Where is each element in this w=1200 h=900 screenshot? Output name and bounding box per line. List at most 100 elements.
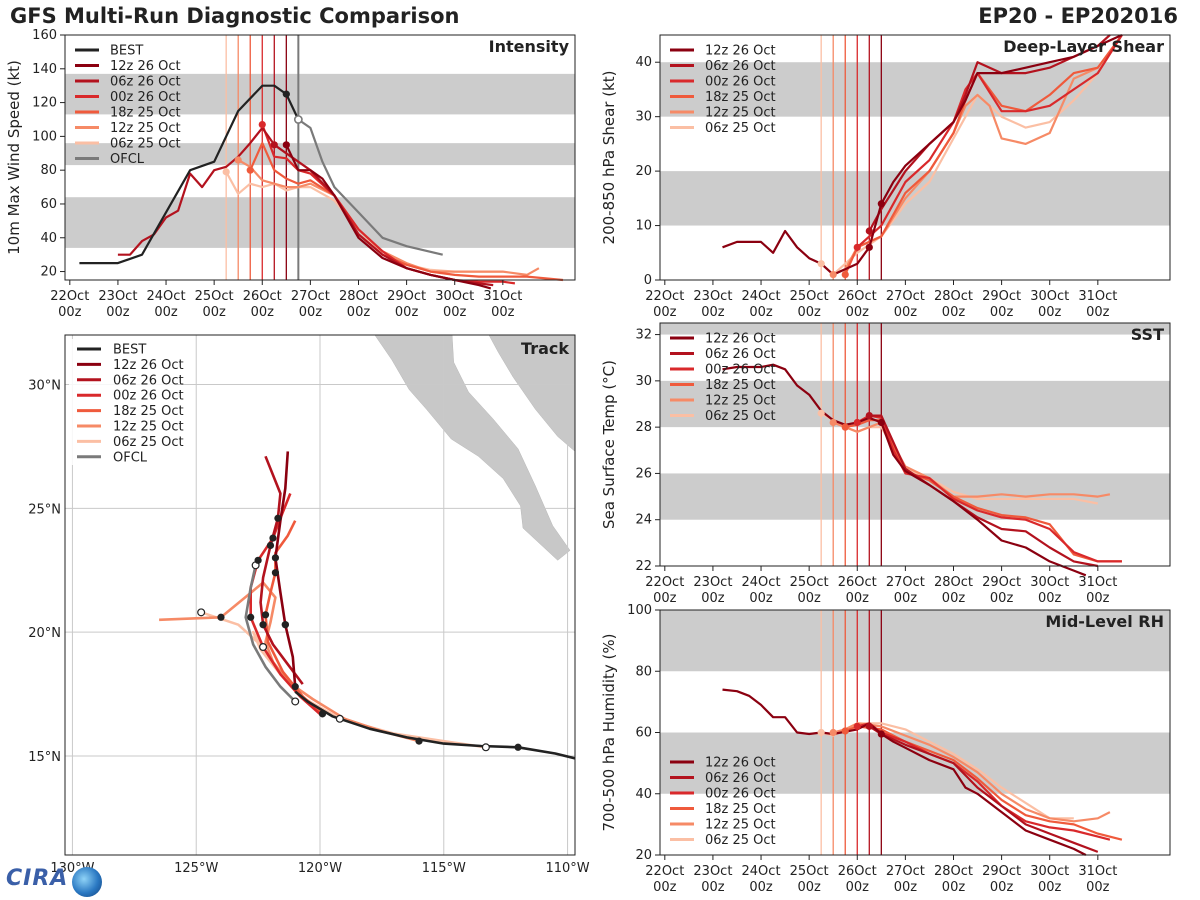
x-tick-label: 23Oct (693, 864, 732, 879)
plot-frame (659, 34, 1171, 281)
series-point (841, 423, 849, 431)
legend-label: 00z 26 Oct (705, 75, 776, 90)
x-tick-label: 00z (347, 305, 371, 320)
series-point (817, 728, 825, 737)
x-tick-label: 00z (701, 591, 725, 606)
series-point (853, 243, 861, 251)
x-tick-label: 00z (58, 305, 82, 320)
legend-label: OFCL (110, 152, 145, 167)
series-line (832, 722, 1111, 823)
land-mass (488, 335, 575, 452)
track-point (318, 710, 327, 718)
track-point (266, 541, 275, 550)
legend-label: BEST (110, 44, 143, 59)
y-tick-label: 100 (32, 129, 57, 144)
shading-band (660, 610, 1170, 672)
series-point (293, 115, 303, 124)
track-point (269, 534, 277, 542)
x-tick-label: 30Oct (1030, 575, 1069, 590)
x-tick-label: 25Oct (195, 289, 234, 304)
series-point (234, 156, 242, 164)
x-tick-label: 31Oct (483, 289, 522, 304)
x-tick-label: 28Oct (934, 864, 973, 879)
legend-label: 06z 26 Oct (705, 347, 776, 362)
plot-frame (64, 334, 576, 856)
legend-label: 06z 26 Oct (113, 373, 184, 388)
x-tick-label: 00z (894, 880, 918, 895)
x-tick-label: 00z (942, 591, 966, 606)
x-tick-label: 22Oct (645, 289, 684, 304)
y-tick-label: 40 (40, 231, 57, 246)
x-tick-label: 00z (749, 305, 773, 320)
legend-label: 12z 26 Oct (705, 756, 776, 771)
panel-title: Deep-Layer Shear (1003, 37, 1164, 56)
x-tick-label: 00z (1038, 880, 1062, 895)
x-tick-label: 24Oct (742, 864, 781, 879)
x-tick-label: 31Oct (1078, 575, 1117, 590)
y-tick-label: 40 (635, 787, 652, 802)
series-point (270, 141, 278, 149)
y-tick-label: 60 (635, 726, 652, 741)
track-point (254, 556, 262, 564)
x-tick-label: 00z (1038, 591, 1062, 606)
y-tick-label: 30 (635, 110, 652, 125)
x-tick-label: 27Oct (886, 289, 925, 304)
series-point (841, 270, 849, 279)
series-line (869, 414, 1099, 568)
y-axis-label: 10m Max Wind Speed (kt) (5, 60, 23, 255)
y-tick-label: 28 (635, 420, 652, 435)
shading-band (660, 473, 1170, 520)
x-tick-label: 00z (1038, 305, 1062, 320)
y-tick-label: 100 (627, 603, 652, 618)
y-tick-label: 60 (40, 197, 57, 212)
x-tick-label: 26Oct (838, 289, 877, 304)
track-point (291, 683, 299, 691)
series-point (246, 166, 254, 174)
x-tick-label: 25Oct (790, 575, 829, 590)
legend-box (69, 339, 177, 465)
series-point (877, 730, 885, 738)
track-point (259, 621, 267, 629)
x-tick-label: 00z (653, 305, 677, 320)
x-tick-label: 00z (797, 880, 821, 895)
x-tick-label: 00z (1086, 880, 1110, 895)
legend-label: 18z 25 Oct (705, 378, 776, 393)
shading-band (660, 323, 1170, 335)
x-tick-label: 00z (846, 880, 870, 895)
y-tick-label: 30 (635, 374, 652, 389)
panel-title: Intensity (489, 37, 570, 56)
x-tick-label: 28Oct (934, 575, 973, 590)
legend-label: 12z 26 Oct (705, 332, 776, 347)
x-tick-label: 26Oct (243, 289, 282, 304)
legend-label: 06z 26 Oct (705, 771, 776, 786)
legend-label: BEST (113, 343, 146, 358)
y-tick-label: 20 (635, 164, 652, 179)
y-axis-label: 200-850 hPa Shear (kt) (600, 71, 618, 245)
lat-tick-label: 25°N (28, 502, 61, 517)
series-line (868, 725, 1099, 853)
x-tick-label: 31Oct (1078, 864, 1117, 879)
x-tick-label: 00z (749, 880, 773, 895)
legend-label: 00z 26 Oct (110, 90, 181, 105)
track-point (415, 737, 423, 745)
series-point (853, 418, 861, 427)
x-tick-label: 00z (894, 591, 918, 606)
series-line (79, 84, 300, 265)
legend-label: 06z 26 Oct (705, 59, 776, 74)
x-tick-label: 00z (1086, 591, 1110, 606)
legend-label: 12z 25 Oct (113, 420, 184, 435)
legend-label: 06z 26 Oct (110, 75, 181, 90)
track-line (159, 581, 420, 743)
track-point (271, 554, 280, 562)
x-tick-label: 28Oct (934, 289, 973, 304)
chart-title: GFS Multi-Run Diagnostic Comparison (10, 4, 460, 28)
y-tick-label: 160 (32, 28, 57, 43)
track-point (281, 621, 289, 629)
legend-label: 18z 25 Oct (110, 106, 181, 121)
y-tick-label: 140 (32, 62, 57, 77)
series-point (258, 120, 266, 129)
lon-tick-label: 125°W (174, 861, 218, 876)
panel-title: Mid-Level RH (1045, 612, 1164, 631)
series-point (829, 418, 837, 427)
